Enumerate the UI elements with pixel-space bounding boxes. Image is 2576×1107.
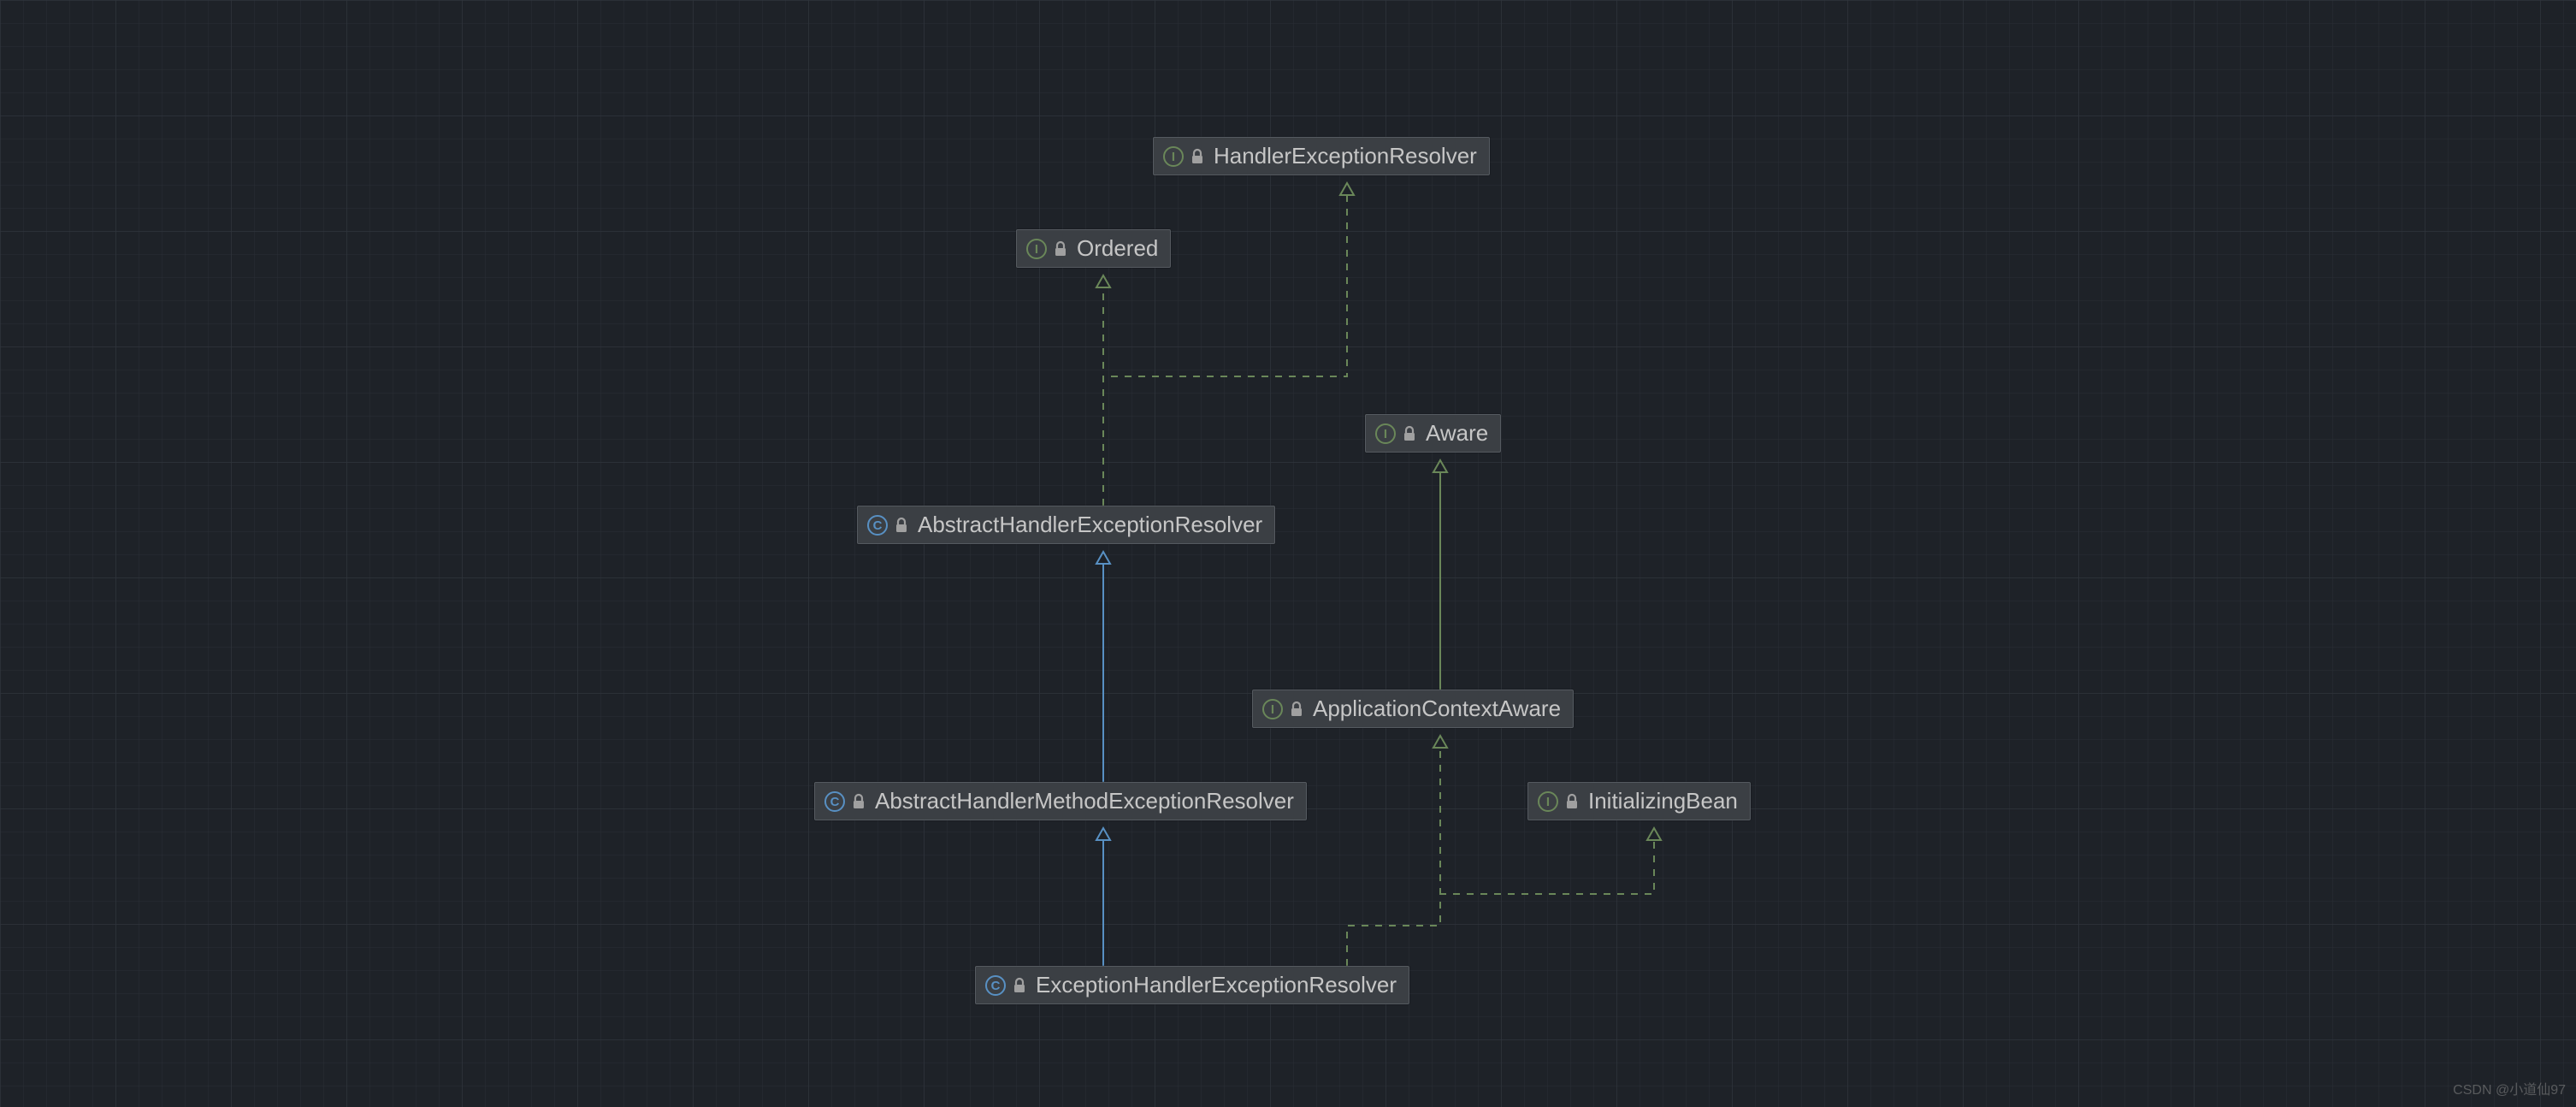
diagram-node[interactable]: I InitializingBean [1527,782,1751,820]
svg-text:C: C [873,518,883,533]
lock-icon [1402,425,1417,442]
diagram-node[interactable]: I ApplicationContextAware [1252,690,1574,728]
edge [1347,736,1440,966]
interface-icon: I [1025,238,1048,260]
svg-text:C: C [830,795,840,809]
diagram-node[interactable]: C AbstractHandlerMethodExceptionResolver [814,782,1307,820]
svg-text:I: I [1172,150,1175,164]
watermark: CSDN @小道仙97 [2453,1078,2566,1098]
node-label: HandlerExceptionResolver [1214,143,1477,169]
svg-text:I: I [1271,702,1274,717]
lock-icon [1564,793,1580,810]
class-icon: C [866,514,889,536]
svg-text:C: C [991,979,1001,993]
interface-icon: I [1162,145,1185,168]
diagram-node[interactable]: C AbstractHandlerExceptionResolver [857,506,1275,544]
class-icon: C [984,974,1007,997]
node-label: ExceptionHandlerExceptionResolver [1036,972,1397,998]
interface-icon: I [1537,790,1559,813]
interface-icon: I [1261,698,1284,720]
node-label: Ordered [1077,235,1158,262]
svg-text:I: I [1035,242,1038,257]
lock-icon [1190,148,1205,165]
lock-icon [1289,701,1304,718]
lock-icon [894,517,909,534]
node-label: Aware [1426,420,1488,447]
interface-icon: I [1374,423,1397,445]
lock-icon [1053,240,1068,258]
diagram-node[interactable]: I Aware [1365,414,1501,453]
class-icon: C [824,790,846,813]
diagram-node[interactable]: I HandlerExceptionResolver [1153,137,1490,175]
lock-icon [851,793,866,810]
node-label: ApplicationContextAware [1313,696,1561,722]
diagram-node[interactable]: I Ordered [1016,229,1171,268]
diagram-canvas: CSDN @小道仙97 I HandlerExceptionResolver I Or… [0,0,2576,1107]
lock-icon [1012,977,1027,994]
diagram-node[interactable]: C ExceptionHandlerExceptionResolver [975,966,1409,1004]
node-label: AbstractHandlerExceptionResolver [918,512,1262,538]
node-label: InitializingBean [1588,788,1738,814]
svg-text:I: I [1384,427,1387,441]
svg-text:I: I [1546,795,1550,809]
node-label: AbstractHandlerMethodExceptionResolver [875,788,1294,814]
edge [1347,828,1654,966]
